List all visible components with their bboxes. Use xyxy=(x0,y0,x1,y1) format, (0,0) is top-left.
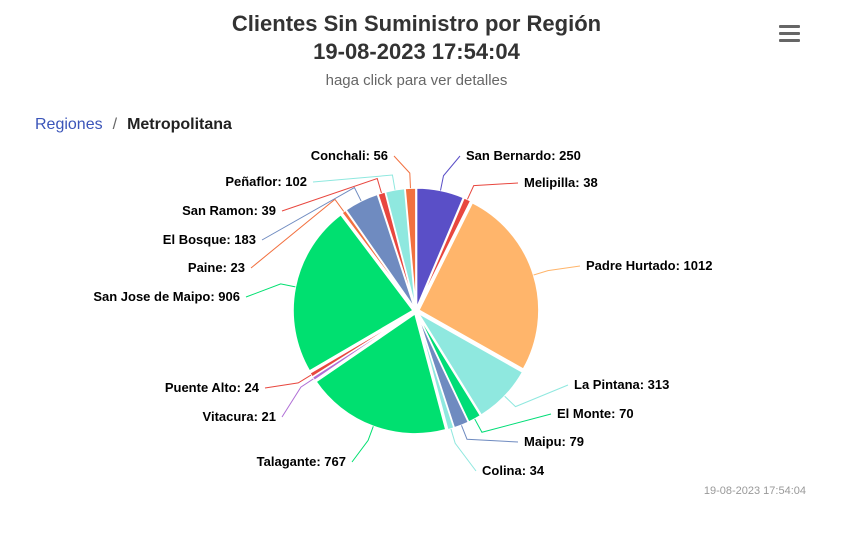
breadcrumb: Regiones / Metropolitana xyxy=(35,116,232,134)
menu-bar xyxy=(778,38,800,42)
menu-bar xyxy=(778,31,800,35)
chart-title-line1: Clientes Sin Suministro por Región xyxy=(231,11,602,36)
breadcrumb-separator: / xyxy=(112,116,118,133)
data-label-el-bosque: El Bosque: 183 xyxy=(163,232,256,247)
connector-san-bernardo xyxy=(440,155,461,191)
connector-maipu xyxy=(460,425,519,443)
connector-vitacura xyxy=(281,378,314,418)
connector-colina xyxy=(450,428,477,472)
data-label-conchali: Conchali: 56 xyxy=(311,148,388,163)
breadcrumb-link-regiones[interactable]: Regiones xyxy=(35,116,103,133)
data-label-padre-hurtado: Padre Hurtado: 1012 xyxy=(586,258,712,273)
pie-slice-talagante[interactable] xyxy=(314,312,447,435)
connector-puente-alto xyxy=(264,374,312,389)
data-label-vitacura: Vitacura: 21 xyxy=(203,409,276,424)
connector-el-monte xyxy=(474,413,552,433)
chart-title-line2: 19-08-2023 17:54:04 xyxy=(313,39,520,64)
data-label-maipu: Maipu: 79 xyxy=(524,434,584,449)
data-label-paine: Paine: 23 xyxy=(188,260,245,275)
data-label-melipilla: Melipilla: 38 xyxy=(524,175,598,190)
data-label-san-bernardo: San Bernardo: 250 xyxy=(466,148,581,163)
breadcrumb-current: Metropolitana xyxy=(127,116,232,133)
data-label-san-jose-de-maipo: San Jose de Maipo: 906 xyxy=(93,289,240,304)
connector-conchali xyxy=(393,155,411,189)
pie-slice-la-pintana[interactable] xyxy=(417,312,524,417)
chart-subtitle: haga click para ver detalles xyxy=(325,72,508,89)
hamburger-menu-icon[interactable] xyxy=(774,20,804,46)
connector-san-jose-de-maipo xyxy=(245,283,296,298)
connector-la-pintana xyxy=(504,384,569,408)
pie-connectors xyxy=(245,155,581,472)
data-label-el-monte: El Monte: 70 xyxy=(557,406,634,421)
pie-slices xyxy=(292,187,540,435)
menu-bar xyxy=(778,24,800,28)
connector-penaflor xyxy=(312,174,396,190)
data-label-penaflor: Peñaflor: 102 xyxy=(225,174,307,189)
data-label-colina: Colina: 34 xyxy=(482,463,545,478)
connector-melipilla xyxy=(466,182,519,200)
pie-labels: San Bernardo: 250 Melipilla: 38 Padre Hurt… xyxy=(93,148,712,478)
chart-credits: 19-08-2023 17:54:04 xyxy=(703,485,806,497)
connector-el-bosque xyxy=(261,186,362,241)
data-label-san-ramon: San Ramon: 39 xyxy=(182,203,276,218)
connector-paine xyxy=(250,198,345,269)
chart-title: Clientes Sin Suministro por Región 19-08… xyxy=(0,10,833,66)
data-label-la-pintana: La Pintana: 313 xyxy=(574,377,669,392)
connector-san-ramon xyxy=(281,177,382,212)
connector-padre-hurtado xyxy=(533,265,581,276)
connector-talagante xyxy=(351,426,374,463)
pie-slice-conchali[interactable] xyxy=(404,187,417,309)
data-label-puente-alto: Puente Alto: 24 xyxy=(165,380,260,395)
data-label-talagante: Talagante: 767 xyxy=(257,454,346,469)
